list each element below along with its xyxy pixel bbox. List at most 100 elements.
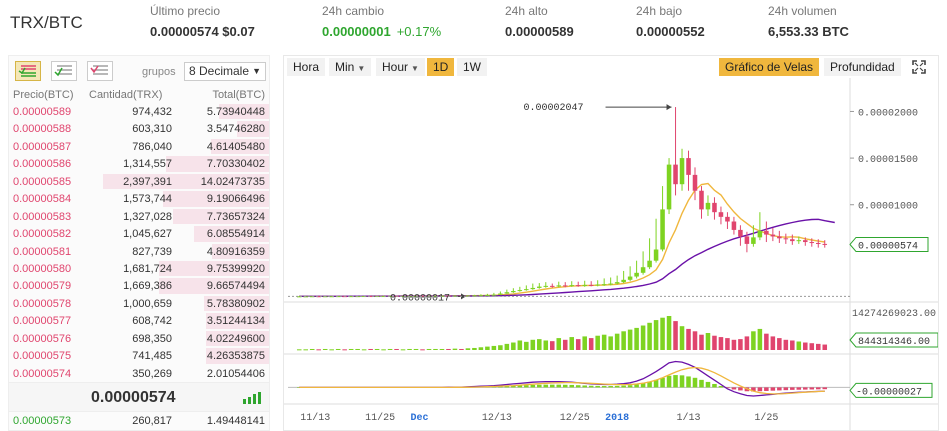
bid-list: 0.00000573 260,817 1.49448141: [9, 412, 269, 429]
volume-bar: [413, 348, 419, 350]
depth-bar: [172, 208, 269, 225]
volume-bar: [705, 333, 711, 350]
depth-bar: [194, 226, 269, 242]
depth-bar: [205, 348, 269, 364]
candle-body: [387, 295, 393, 297]
volume-bar: [679, 326, 685, 350]
ask-row[interactable]: 0.00000577 608,742 3.51244134: [9, 312, 269, 329]
ticker-header: TRX/BTC Último precio 0.00000574 $0.07 2…: [0, 0, 947, 50]
ask-row[interactable]: 0.00000582 1,045,627 6.08554914: [9, 225, 269, 242]
ask-row[interactable]: 0.00000576 698,350 4.02249600: [9, 330, 269, 347]
candle-body: [686, 158, 691, 175]
stat-value: 0.00000574 $0.07: [150, 24, 255, 39]
order-price: 0.00000581: [13, 245, 72, 258]
ask-row[interactable]: 0.00000583 1,327,028 7.73657324: [9, 208, 269, 225]
order-total: 1.49448141: [206, 415, 265, 427]
macd-current-tag: [849, 382, 933, 398]
ask-row[interactable]: 0.00000586 1,314,557 7.70330402: [9, 155, 269, 172]
macd-histogram-bar: [686, 376, 691, 388]
price-chart[interactable]: 0.00002000 0.00001500 0.00001000 0.0000204…: [284, 78, 938, 430]
ask-row[interactable]: 0.00000581 827,739 4.80916359: [9, 243, 269, 260]
volume-bar: [549, 341, 555, 350]
macd-histogram-bar: [504, 386, 510, 388]
order-book-toolbar: grupos 8 Decimale ▼: [9, 56, 269, 86]
volume-bar: [809, 343, 815, 350]
volume-bar: [582, 336, 587, 350]
macd-histogram-bar: [549, 384, 555, 388]
bid-row[interactable]: 0.00000573 260,817 1.49448141: [9, 412, 269, 429]
macd-histogram-bar: [803, 387, 808, 390]
candle-body: [809, 242, 815, 244]
interval-dropdown-hour[interactable]: Hour ▼: [376, 58, 425, 76]
macd-histogram-bar: [595, 385, 600, 388]
volume-bar: [569, 337, 575, 350]
volume-bar: [666, 316, 672, 350]
order-price: 0.00000575: [13, 350, 72, 363]
candle-body: [420, 295, 425, 297]
stat-label: Último precio: [150, 4, 221, 18]
group-select[interactable]: 8 Decimale ▼: [184, 62, 266, 81]
order-price: 0.00000589: [13, 106, 72, 118]
stat-label: 24h volumen: [768, 4, 837, 18]
change-value: 0.00000001: [322, 24, 391, 39]
candle-body: [549, 285, 555, 287]
ask-row[interactable]: 0.00000584 1,573,744 9.19066496: [9, 190, 269, 207]
candle-body: [491, 294, 497, 296]
interval-button-1w[interactable]: 1W: [457, 58, 487, 76]
candle-body: [601, 284, 607, 286]
ask-row[interactable]: 0.00000580 1,681,724 9.75399920: [9, 260, 269, 277]
macd-current-label: -0.00000027: [856, 387, 922, 398]
ask-row[interactable]: 0.00000578 1,000,659 5.78380902: [9, 295, 269, 312]
volume-bar: [744, 336, 750, 350]
depth-chart-button[interactable]: Profundidad: [824, 58, 901, 76]
chevron-down-icon: ▼: [252, 66, 261, 76]
book-bids-view-button[interactable]: [51, 61, 77, 81]
low-annotation: 0.00000017: [390, 293, 450, 304]
candle-body: [433, 295, 438, 297]
candle-body: [556, 285, 562, 287]
volume-bar: [348, 348, 354, 350]
candlestick-chart-button[interactable]: Gráfico de Velas: [719, 58, 820, 76]
ask-row[interactable]: 0.00000579 1,669,386 9.66574494: [9, 277, 269, 294]
macd-histogram-bar: [647, 381, 652, 388]
macd-histogram-bar: [614, 385, 620, 388]
time-tick-label: 12/25: [560, 412, 590, 424]
interval-button-1d[interactable]: 1D: [427, 58, 455, 76]
ask-row[interactable]: 0.00000589 974,432 5.73940448: [9, 103, 269, 120]
candle-body: [803, 240, 808, 243]
candle-body: [666, 164, 672, 210]
candles: [296, 107, 828, 298]
candle-body: [316, 296, 321, 298]
book-asks-view-button[interactable]: [87, 61, 113, 81]
candle-body: [465, 295, 471, 297]
candle-body: [712, 202, 717, 213]
book-both-icon: [18, 65, 36, 77]
macd-histogram-bar: [718, 386, 724, 388]
ask-row[interactable]: 0.00000585 2,397,391 14.02473735: [9, 173, 269, 190]
ask-row[interactable]: 0.00000587 786,040 4.61405480: [9, 138, 269, 155]
col-amount: Cantidad(TRX): [89, 89, 163, 101]
order-price: 0.00000586: [13, 158, 72, 171]
volume-bar: [770, 336, 776, 350]
macd-histogram-bar: [634, 384, 639, 388]
macd-histogram-bar: [543, 384, 549, 388]
fullscreen-icon[interactable]: [912, 60, 926, 74]
macd-histogram-bar: [673, 375, 678, 388]
macd-histogram-bar: [712, 383, 717, 388]
depth-bar: [204, 295, 269, 312]
candle-body: [381, 296, 386, 298]
interval-button-hora[interactable]: Hora: [287, 58, 326, 76]
volume-bar: [381, 349, 386, 351]
ask-row[interactable]: 0.00000574 350,269 2.01054406: [9, 365, 269, 382]
price-tick-label: 0.00002000: [858, 108, 918, 119]
ask-row[interactable]: 0.00000588 603,310 3.54746280: [9, 120, 269, 137]
stat-last-price: Último precio 0.00000574 $0.07: [150, 4, 255, 39]
volume-bar: [777, 338, 782, 350]
volume-bar: [822, 344, 828, 350]
macd-histogram-bar: [653, 379, 659, 388]
time-tick-label: 1/25: [754, 412, 778, 424]
interval-label: 1D: [433, 60, 449, 74]
book-both-view-button[interactable]: [15, 61, 41, 81]
ask-row[interactable]: 0.00000575 741,485 4.26353875: [9, 347, 269, 364]
interval-dropdown-min[interactable]: Min ▼: [329, 58, 372, 76]
